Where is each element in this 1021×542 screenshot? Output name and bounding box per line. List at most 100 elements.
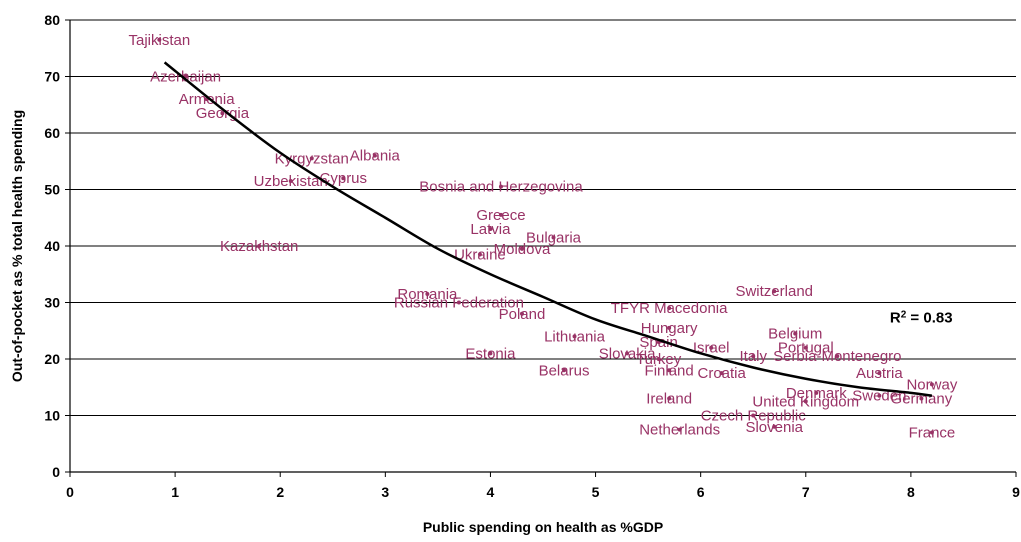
y-tick-label: 20	[44, 351, 60, 367]
point-label: Georgia	[196, 105, 250, 122]
y-tick-label: 50	[44, 182, 60, 198]
data-point	[488, 227, 493, 232]
x-tick-label: 0	[66, 484, 74, 500]
data-point	[519, 311, 524, 316]
x-tick-label: 7	[802, 484, 810, 500]
point-label: France	[909, 424, 956, 441]
data-point	[477, 252, 482, 257]
data-point	[803, 345, 808, 350]
x-tick-label: 9	[1012, 484, 1020, 500]
point-label: Slovenia	[745, 419, 803, 436]
r2-suffix: = 0.83	[906, 309, 952, 326]
point-label: Turkey	[636, 351, 682, 368]
point-label: Netherlands	[639, 422, 720, 439]
point-label: Austria	[856, 365, 903, 382]
data-point	[257, 244, 262, 248]
data-point	[667, 306, 672, 311]
x-tick-label: 8	[907, 484, 915, 500]
y-axis-ticks: 0 10 20 30 40 50 60 70 80	[44, 12, 70, 480]
data-point	[793, 331, 798, 336]
point-label: Bulgaria	[526, 230, 582, 247]
data-point	[372, 153, 377, 158]
point-label: Cyprus	[320, 170, 368, 187]
point-label: Serbia-Montenegro	[773, 348, 901, 365]
data-point	[835, 354, 840, 359]
data-point	[667, 325, 672, 330]
point-label: Ireland	[646, 391, 692, 408]
point-label: Belgium	[768, 326, 822, 343]
point-label: Israel	[693, 340, 730, 357]
data-point	[667, 396, 672, 401]
point-label: Tajikistan	[128, 32, 190, 49]
data-point	[814, 390, 819, 395]
x-tick-label: 3	[381, 484, 389, 500]
data-point	[803, 399, 808, 404]
point-label: United Kingdom	[752, 393, 859, 410]
x-tick-label: 2	[276, 484, 284, 500]
point-label: Hungary	[641, 320, 698, 337]
x-tick-label: 5	[592, 484, 600, 500]
point-label: Denmark	[786, 385, 847, 402]
point-label: Bosnia and Herzegovina	[419, 179, 583, 196]
data-point	[220, 111, 225, 116]
y-tick-label: 10	[44, 408, 60, 424]
r2-superscript: 2	[901, 309, 907, 320]
data-point	[288, 179, 293, 184]
point-label: Kyrgyzstan	[275, 150, 349, 167]
point-label: Albania	[350, 148, 401, 165]
data-point	[772, 424, 777, 429]
data-point	[551, 235, 556, 240]
point-label: Poland	[499, 306, 546, 323]
data-point	[929, 430, 934, 435]
r2-prefix: R	[890, 309, 901, 326]
data-point	[309, 156, 314, 161]
point-label: Greece	[476, 207, 525, 224]
point-label: Slovakia	[599, 345, 656, 362]
data-point	[751, 413, 756, 418]
data-point	[488, 351, 493, 356]
data-point	[625, 351, 630, 356]
point-label: Norway	[906, 376, 957, 393]
data-point	[456, 300, 461, 305]
data-point	[157, 37, 162, 42]
x-tick-label: 6	[697, 484, 705, 500]
y-tick-label: 60	[44, 125, 60, 141]
point-label: Moldova	[494, 241, 551, 258]
y-tick-label: 70	[44, 69, 60, 85]
data-point	[772, 289, 777, 294]
data-point	[562, 368, 567, 373]
data-point	[877, 393, 882, 398]
point-label: Czech Republic	[701, 408, 807, 425]
data-point	[667, 368, 672, 373]
point-label: Germany	[891, 391, 953, 408]
trendline	[163, 61, 933, 397]
point-label: Switzerland	[735, 283, 813, 300]
point-label: Italy	[739, 348, 767, 365]
point-label: Kazakhstan	[220, 238, 298, 255]
point-label: Belarus	[539, 362, 590, 379]
point-label: Russian Federation	[394, 295, 524, 312]
point-label: Portugal	[778, 340, 834, 357]
point-label: Armenia	[179, 91, 236, 108]
point-label: Estonia	[465, 345, 516, 362]
x-axis-ticks: 0 1 2 3 4 5 6 7 8 9	[66, 472, 1020, 500]
y-tick-label: 0	[52, 464, 60, 480]
x-tick-label: 4	[487, 484, 495, 500]
point-label: Ukraine	[454, 246, 506, 263]
data-point	[929, 382, 934, 387]
point-label: Croatia	[698, 365, 747, 382]
y-tick-label: 30	[44, 295, 60, 311]
data-point	[519, 246, 524, 251]
data-point	[498, 212, 503, 217]
x-tick-label: 1	[171, 484, 179, 500]
point-label: Latvia	[470, 221, 511, 238]
data-point	[709, 345, 714, 350]
data-point	[498, 184, 503, 189]
data-point	[877, 371, 882, 376]
r-squared-annotation: R2 = 0.83	[890, 309, 953, 327]
point-label: Lithuania	[544, 328, 606, 345]
data-point	[719, 371, 724, 376]
point-label: TFYR Macedonia	[611, 300, 728, 317]
data-point	[751, 354, 756, 359]
